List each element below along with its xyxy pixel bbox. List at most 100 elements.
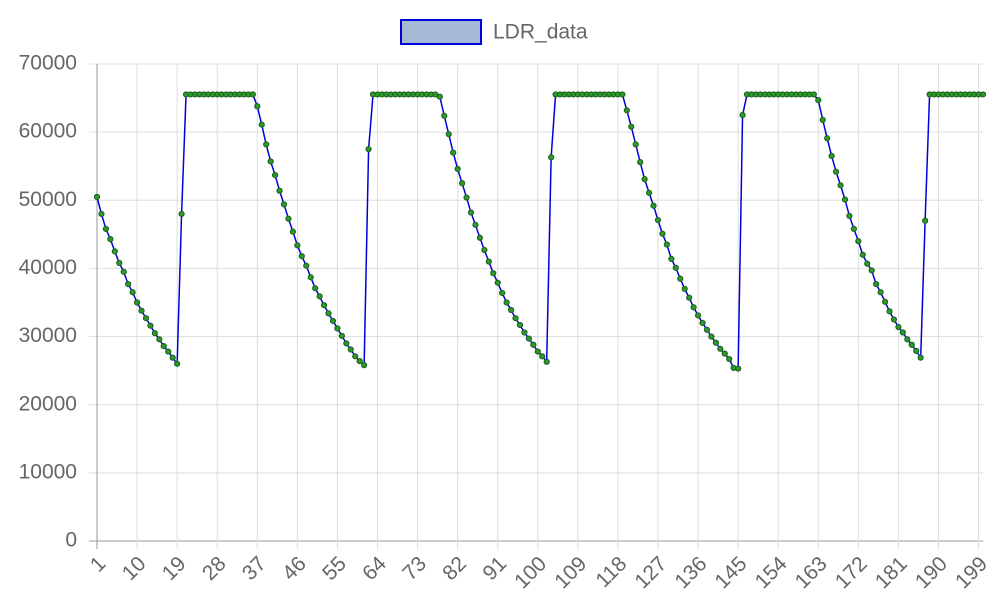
data-point xyxy=(111,248,118,255)
data-point xyxy=(846,212,853,220)
data-point xyxy=(365,146,372,153)
data-point xyxy=(672,264,679,271)
data-point xyxy=(654,216,662,224)
data-point xyxy=(249,91,256,98)
data-point xyxy=(810,91,817,98)
data-point xyxy=(663,241,670,248)
data-point xyxy=(174,360,181,367)
x-tick-label: 64 xyxy=(358,552,391,585)
x-tick-label: 10 xyxy=(118,552,151,585)
data-point xyxy=(129,289,136,296)
data-point xyxy=(534,348,541,355)
x-tick-label: 154 xyxy=(751,552,792,593)
data-point xyxy=(539,353,546,360)
x-tick-label: 190 xyxy=(911,552,952,593)
data-point xyxy=(285,215,292,222)
data-point xyxy=(445,131,452,138)
data-point xyxy=(481,246,488,254)
x-tick-label: 37 xyxy=(238,552,271,585)
y-tick-label: 70000 xyxy=(19,52,77,75)
x-tick-label: 118 xyxy=(591,552,631,592)
data-point xyxy=(142,315,150,322)
data-point xyxy=(917,354,924,361)
data-point xyxy=(125,281,132,288)
data-point xyxy=(320,302,328,309)
data-point xyxy=(138,307,145,314)
data-point xyxy=(338,332,345,339)
data-point xyxy=(895,323,902,331)
data-point xyxy=(169,354,176,361)
data-point xyxy=(516,321,524,329)
data-point xyxy=(133,299,141,306)
x-tick-label: 46 xyxy=(278,552,311,585)
data-point xyxy=(512,315,519,322)
x-tick-label: 19 xyxy=(158,552,191,585)
data-point xyxy=(102,225,110,233)
data-point xyxy=(650,202,657,209)
data-point xyxy=(899,329,906,336)
data-point xyxy=(490,270,497,277)
data-point xyxy=(178,210,185,218)
data-point xyxy=(677,275,684,282)
data-point xyxy=(458,180,466,187)
data-point xyxy=(681,285,688,292)
data-point xyxy=(828,152,835,160)
data-point xyxy=(628,123,635,130)
data-point xyxy=(347,346,354,353)
legend-swatch xyxy=(400,19,482,45)
data-point xyxy=(832,168,840,175)
data-point xyxy=(494,279,501,286)
y-tick-label: 50000 xyxy=(19,188,77,211)
x-tick-label: 172 xyxy=(831,552,872,593)
data-point xyxy=(98,210,105,218)
data-point xyxy=(436,93,443,100)
x-tick-label: 100 xyxy=(510,552,551,593)
data-point xyxy=(267,158,274,165)
data-point xyxy=(507,306,515,314)
x-tick-label: 73 xyxy=(398,552,431,585)
x-tick-label: 28 xyxy=(198,552,231,585)
data-point xyxy=(316,293,323,300)
data-point xyxy=(739,112,746,119)
data-point xyxy=(864,260,871,267)
data-point xyxy=(690,304,697,311)
x-tick-label: 82 xyxy=(438,552,471,585)
data-point xyxy=(343,340,350,347)
data-point xyxy=(165,348,172,355)
y-tick-label: 10000 xyxy=(19,460,77,483)
data-point xyxy=(258,121,265,128)
x-tick-label: 109 xyxy=(550,552,591,593)
data-point xyxy=(120,268,127,275)
data-point xyxy=(908,341,915,348)
data-point xyxy=(312,285,319,292)
data-point xyxy=(271,171,279,179)
data-point xyxy=(521,329,528,336)
data-point xyxy=(254,103,261,110)
data-point xyxy=(307,274,314,281)
data-point xyxy=(659,230,666,237)
data-point xyxy=(263,141,270,148)
data-point xyxy=(694,312,702,319)
data-point xyxy=(325,310,332,317)
y-tick-label: 0 xyxy=(65,529,77,552)
data-point xyxy=(859,251,866,258)
data-point xyxy=(721,350,728,357)
x-tick-label: 1 xyxy=(86,552,111,577)
data-point xyxy=(93,193,101,200)
data-point xyxy=(472,221,479,228)
x-tick-label: 91 xyxy=(478,552,511,585)
y-tick-label: 60000 xyxy=(19,120,77,143)
data-point xyxy=(485,258,492,265)
data-point xyxy=(294,242,301,249)
data-point xyxy=(645,189,653,196)
data-point xyxy=(735,365,742,372)
data-point xyxy=(837,182,844,189)
data-point xyxy=(703,326,711,333)
data-point xyxy=(850,225,857,233)
data-point xyxy=(450,149,457,156)
data-point xyxy=(922,217,929,224)
data-point xyxy=(156,336,163,343)
data-point xyxy=(877,289,884,296)
data-point xyxy=(717,345,724,352)
